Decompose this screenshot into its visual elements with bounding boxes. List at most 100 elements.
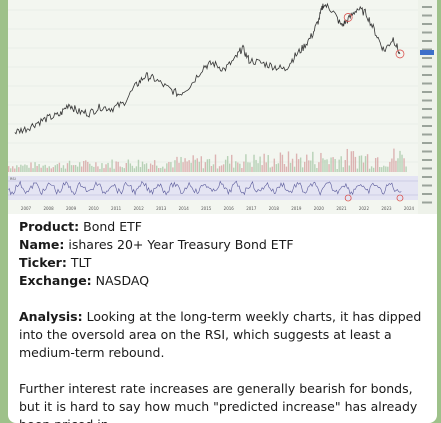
volume-bar (170, 162, 172, 172)
volume-bar (401, 154, 403, 172)
volume-bar (101, 163, 103, 172)
rsi-low-marker (396, 194, 404, 202)
volume-bar (330, 157, 332, 172)
volume-bar (350, 151, 353, 172)
rsi-line (8, 180, 402, 196)
volume-bar (125, 163, 127, 172)
volume-bar (36, 165, 38, 172)
x-tick-label: 2022 (359, 206, 370, 211)
right-axis-tick-label (422, 82, 432, 85)
volume-bar (178, 162, 180, 172)
x-tick-label: 2015 (201, 206, 212, 211)
volume-bar (143, 164, 146, 172)
chart-image[interactable]: RSI 2007 2008 2009 2010 2011 2012 2013 2014 2015… (8, 0, 437, 214)
volume-bar (374, 158, 377, 172)
exchange-line: Exchange: NASDAQ (19, 273, 150, 288)
volume-bar (247, 162, 249, 172)
volume-bar (103, 168, 105, 172)
volume-bar (389, 161, 391, 172)
volume-bar (78, 162, 81, 172)
volume-bar (295, 153, 298, 172)
volume-bar (397, 158, 399, 172)
right-axis-tick-label (422, 6, 432, 8)
x-tick-label: 2010 (89, 206, 100, 211)
x-tick-label: 2011 (111, 206, 122, 211)
volume-bar (147, 168, 150, 172)
x-tick-label: 2016 (224, 206, 235, 211)
volume-bar (30, 162, 32, 172)
volume-bar (358, 155, 361, 172)
volume-bar (131, 165, 134, 172)
right-axis-tick-label (422, 159, 432, 161)
x-tick-label: 2009 (66, 206, 77, 211)
x-tick-label: 2012 (134, 206, 145, 211)
volume-bar (32, 168, 34, 172)
x-tick-label: 2014 (179, 206, 190, 211)
volume-bar (259, 156, 261, 172)
volume-bar (251, 166, 253, 172)
volume-bar (322, 158, 324, 172)
volume-bar (208, 158, 211, 172)
volume-bar (316, 168, 318, 172)
volume-bar (287, 151, 290, 172)
right-axis-tick-label (422, 142, 432, 144)
volume-bar (342, 167, 344, 172)
volume-bar (95, 162, 97, 172)
volume-bar (168, 161, 170, 172)
volume-bar (362, 162, 365, 172)
volume-bar (194, 159, 196, 172)
volume-bar (28, 167, 30, 172)
volume-bar (399, 150, 401, 172)
volume-bar (356, 168, 359, 172)
last-price-tag (420, 50, 434, 55)
volume-bar (222, 164, 225, 172)
volume-bar (308, 160, 310, 172)
volume-bar (16, 165, 18, 172)
volume-bar (320, 152, 322, 172)
volume-bar (301, 167, 304, 172)
volume-bar (368, 168, 371, 172)
right-axis-tick-label (422, 193, 432, 195)
volume-bar (336, 168, 338, 172)
volume-bar (137, 159, 140, 172)
volume-bar (377, 157, 379, 172)
x-tick-label: 2007 (21, 206, 32, 211)
volume-bar (184, 158, 186, 172)
volume-bar (352, 151, 355, 172)
volume-bar (200, 156, 203, 172)
volume-bar (97, 166, 99, 172)
volume-bars (8, 148, 407, 172)
volume-bar (46, 167, 48, 172)
volume-bar (166, 163, 168, 172)
volume-bar (149, 163, 152, 172)
volume-bar (346, 148, 348, 172)
volume-bar (174, 160, 176, 172)
volume-bar (344, 160, 346, 172)
volume-bar (38, 164, 40, 172)
volume-bar (243, 161, 245, 172)
x-tick-label: 2018 (269, 206, 280, 211)
volume-bar (91, 165, 93, 172)
volume-bar (370, 166, 373, 172)
volume-bar (111, 159, 113, 172)
volume-bar (85, 160, 87, 172)
volume-bar (48, 166, 50, 172)
volume-bar (214, 154, 217, 172)
right-axis-tick-label (422, 184, 432, 187)
volume-bar (64, 168, 67, 172)
volume-bar (196, 158, 198, 172)
volume-bar (379, 167, 381, 172)
volume-bar (186, 161, 188, 172)
volume-bar (72, 165, 75, 172)
volume-bar (93, 166, 95, 172)
volume-bar (318, 162, 320, 172)
volume-bar (279, 152, 282, 172)
volume-bar (310, 160, 312, 172)
right-axis-tick-label (422, 150, 432, 153)
volume-bar (8, 166, 10, 172)
right-axis-tick-label (422, 176, 432, 178)
volume-bar (76, 166, 79, 172)
volume-bar (139, 167, 142, 172)
volume-bar (190, 162, 192, 172)
volume-bar (224, 159, 227, 172)
